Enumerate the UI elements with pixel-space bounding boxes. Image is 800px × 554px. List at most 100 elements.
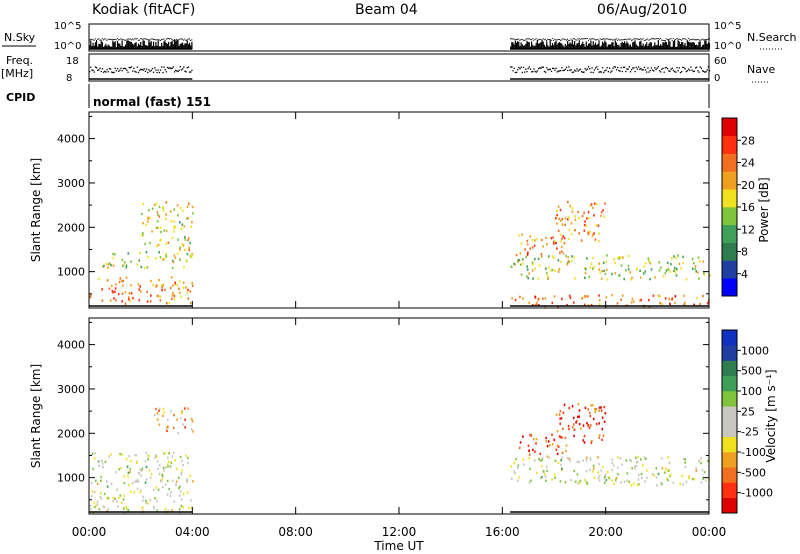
nsky-bar <box>682 42 684 49</box>
velocity-cell <box>577 403 580 406</box>
freq-dot <box>125 68 127 70</box>
velocity-cell <box>661 483 663 486</box>
velocity-cell <box>700 481 703 484</box>
nsky-bar <box>596 44 598 49</box>
velocity-cell <box>701 468 704 472</box>
nsearch-tick-bottom: 10^0 <box>714 41 741 52</box>
colorbar-swatch <box>722 497 737 514</box>
nsearch-dot <box>528 38 530 40</box>
power-cell <box>138 259 140 262</box>
power-cell <box>174 256 177 260</box>
velocity-cell <box>542 470 545 473</box>
power-cell <box>122 284 124 287</box>
velocity-cell <box>165 466 167 469</box>
nsearch-dot <box>572 38 574 40</box>
freq-dot <box>553 67 555 69</box>
power-cell <box>595 224 598 227</box>
velocity-cell <box>559 409 562 413</box>
power-cell <box>614 261 616 265</box>
velocity-cell <box>112 496 115 500</box>
nsearch-dot <box>575 39 577 41</box>
velocity-cell <box>158 423 161 426</box>
nsearch-dot <box>135 38 137 40</box>
nsearch-dot <box>663 39 665 41</box>
freq-dot <box>148 69 150 71</box>
colorbar-tick-label: 24 <box>741 157 755 170</box>
power-cell <box>149 216 152 220</box>
nsky-bar <box>140 41 142 49</box>
freq-dot <box>166 66 169 69</box>
velocity-cell <box>637 478 640 481</box>
freq-dot <box>532 70 534 73</box>
velocity-cell <box>161 473 163 476</box>
power-cell <box>520 242 523 245</box>
power-cell <box>156 220 159 223</box>
power-cell <box>674 271 677 274</box>
freq-dot <box>627 68 629 70</box>
velocity-cell <box>156 455 158 458</box>
power-cell <box>564 217 567 220</box>
velocity-cell <box>129 467 132 471</box>
velocity-cell <box>120 466 122 470</box>
velocity-cell <box>590 441 593 444</box>
power-cell <box>583 223 586 227</box>
nsearch-dot <box>149 39 151 41</box>
nsky-bar <box>519 46 521 49</box>
velocity-cell <box>123 507 125 510</box>
nsearch-dot <box>180 38 182 40</box>
power-cell <box>181 223 184 226</box>
nsearch-dot <box>600 39 602 41</box>
power-cell <box>685 278 688 281</box>
nsky-bar <box>689 42 691 49</box>
power-cell <box>173 254 176 257</box>
nsearch-dot <box>91 38 93 40</box>
nsearch-dot <box>703 39 705 41</box>
power-cell <box>528 301 530 305</box>
power-cell <box>531 238 534 242</box>
power-cell <box>171 294 174 297</box>
power-cell <box>583 303 586 306</box>
nsky-bar <box>535 42 537 49</box>
nsky-bar <box>629 44 632 49</box>
freq-dot <box>511 66 513 68</box>
nsky-bar <box>522 45 525 49</box>
power-cell <box>665 269 668 272</box>
power-cell <box>590 262 593 265</box>
freq-dot <box>520 66 522 68</box>
nsearch-dot <box>586 38 588 40</box>
velocity-cell <box>182 505 184 509</box>
power-cell <box>589 204 592 208</box>
cpid-value: normal (fast) 151 <box>93 95 211 109</box>
power-cell <box>658 294 660 297</box>
power-cell <box>161 288 163 292</box>
velocity-cell <box>632 482 635 485</box>
nsearch-dot <box>108 38 110 40</box>
freq-dot <box>134 70 136 73</box>
freq-dot <box>650 67 653 69</box>
power-cell <box>587 295 589 298</box>
nsearch-dot <box>113 38 115 40</box>
velocity-cell <box>541 456 544 460</box>
freq-dot <box>179 66 181 68</box>
freq-dot <box>175 69 177 72</box>
velocity-cell <box>598 406 601 409</box>
power-cell <box>542 297 544 300</box>
velocity-cell <box>127 471 130 474</box>
power-cell <box>145 223 147 227</box>
velocity-cell <box>636 483 639 487</box>
colorbar-swatch <box>722 360 737 377</box>
power-cell <box>551 301 554 305</box>
nsky-bar <box>665 42 668 49</box>
velocity-cell <box>155 454 157 457</box>
power-cell <box>118 280 121 284</box>
nsky-bar <box>604 40 606 49</box>
nsky-bar <box>621 41 623 49</box>
freq-dot <box>705 71 707 73</box>
velocity-cell <box>533 459 536 462</box>
power-cell <box>541 238 543 242</box>
nsky-bar <box>184 43 186 49</box>
velocity-cell <box>527 444 530 447</box>
velocity-cell <box>189 474 191 478</box>
nsearch-dot <box>689 39 691 41</box>
nsearch-dot <box>655 38 657 40</box>
